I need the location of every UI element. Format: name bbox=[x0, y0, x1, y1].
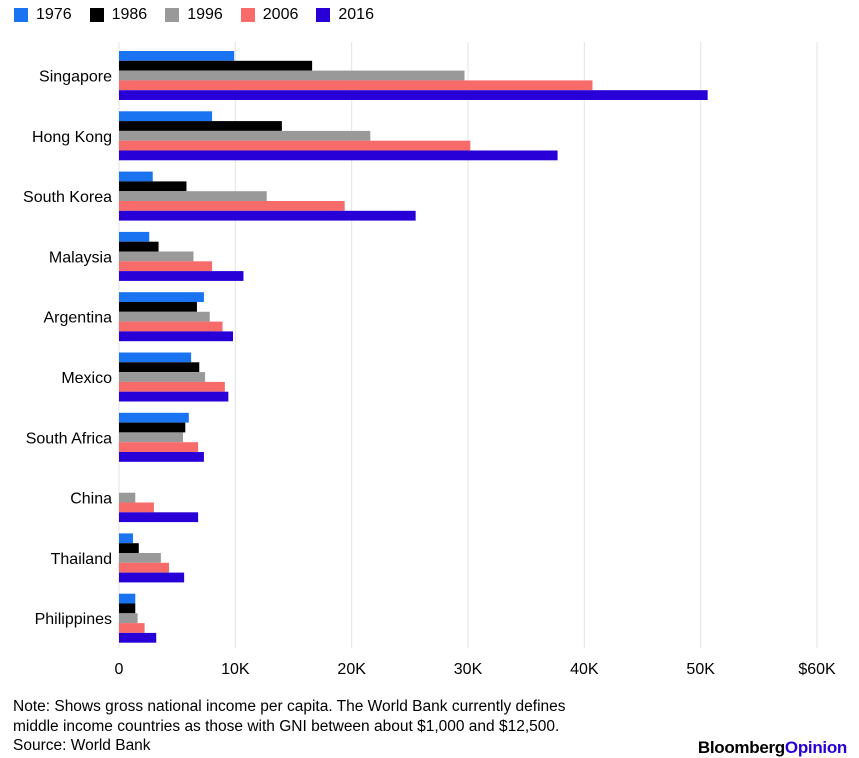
bar-thailand-2016 bbox=[119, 572, 185, 583]
bar-mexico-2006 bbox=[119, 381, 225, 392]
bar-malaysia-1986 bbox=[119, 241, 159, 252]
legend-item: 1996 bbox=[165, 6, 223, 24]
bar-south-korea-2006 bbox=[119, 201, 345, 211]
bar-china-2016 bbox=[119, 512, 199, 523]
bar-singapore-1996 bbox=[119, 70, 465, 81]
legend-item: 1986 bbox=[89, 6, 148, 24]
bar-singapore-2006 bbox=[119, 80, 593, 91]
category-label: Argentina bbox=[44, 310, 113, 327]
category-label: Malaysia bbox=[49, 249, 112, 266]
bloomberg-opinion-logo: BloombergOpinion bbox=[698, 738, 847, 758]
bar-hong-kong-1976 bbox=[119, 111, 213, 122]
bar-hong-kong-1986 bbox=[119, 121, 282, 131]
x-tick-label: 20K bbox=[337, 661, 366, 678]
legend-swatch bbox=[316, 8, 331, 22]
bar-south-korea-1996 bbox=[119, 191, 267, 201]
x-tick-label: 50K bbox=[686, 661, 715, 678]
bar-philippines-1996 bbox=[119, 613, 138, 624]
bar-argentina-1986 bbox=[119, 302, 197, 312]
bar-hong-kong-2016 bbox=[119, 150, 558, 161]
chart-note: Note: Shows gross national income per ca… bbox=[13, 697, 673, 756]
bar-mexico-1976 bbox=[119, 352, 192, 363]
bar-south-korea-1986 bbox=[119, 181, 187, 192]
bar-mexico-2016 bbox=[119, 391, 229, 402]
note-line-2: middle income countries as those with GN… bbox=[13, 717, 560, 735]
bar-south-korea-1976 bbox=[119, 171, 153, 182]
legend-label: 2016 bbox=[338, 6, 374, 23]
logo-bloomberg: Bloomberg bbox=[697, 738, 785, 757]
x-tick-label: 30K bbox=[454, 661, 483, 678]
legend-label: 2006 bbox=[262, 6, 299, 23]
bar-mexico-1996 bbox=[119, 372, 206, 382]
bar-south-africa-1976 bbox=[119, 412, 189, 423]
bar-singapore-2016 bbox=[119, 90, 708, 100]
bar-thailand-1976 bbox=[119, 533, 133, 544]
bar-argentina-2006 bbox=[119, 321, 223, 332]
bar-philippines-2006 bbox=[119, 623, 145, 633]
bar-hong-kong-1996 bbox=[119, 130, 371, 141]
x-tick-label: $60K bbox=[798, 661, 836, 678]
bar-china-2006 bbox=[119, 502, 154, 513]
x-tick-label: 10K bbox=[221, 661, 250, 678]
bar-hong-kong-2006 bbox=[119, 140, 471, 151]
logo-opinion: Opinion bbox=[784, 738, 847, 757]
legend-label: 1976 bbox=[36, 6, 72, 23]
category-label: Thailand bbox=[51, 551, 112, 568]
legend-swatch bbox=[165, 8, 180, 22]
bar-south-africa-1986 bbox=[119, 422, 186, 433]
bar-thailand-1996 bbox=[119, 553, 161, 563]
x-tick-label: 0 bbox=[115, 661, 124, 678]
note-line-1: Note: Shows gross national income per ca… bbox=[13, 698, 566, 715]
bar-south-korea-2016 bbox=[119, 210, 416, 221]
bar-china-1996 bbox=[119, 492, 136, 503]
legend-swatch bbox=[14, 8, 28, 22]
source-line: Source: World Bank bbox=[13, 737, 151, 754]
legend-item: 1976 bbox=[14, 6, 72, 24]
bar-south-africa-2006 bbox=[119, 442, 199, 452]
legend-label: 1986 bbox=[111, 6, 148, 23]
category-label: Singapore bbox=[39, 69, 112, 86]
bar-argentina-2016 bbox=[119, 331, 234, 342]
bar-south-africa-1996 bbox=[119, 432, 183, 443]
bar-argentina-1976 bbox=[119, 292, 204, 302]
category-label: South Africa bbox=[26, 430, 112, 447]
legend-item: 2016 bbox=[316, 6, 374, 24]
bar-malaysia-1976 bbox=[119, 231, 150, 242]
category-label: Mexico bbox=[61, 370, 112, 387]
bar-philippines-2016 bbox=[119, 632, 157, 643]
bar-argentina-1996 bbox=[119, 311, 210, 322]
x-tick-label: 40K bbox=[570, 661, 599, 678]
bar-mexico-1986 bbox=[119, 362, 200, 373]
legend-swatch bbox=[89, 8, 104, 22]
category-label: Hong Kong bbox=[32, 129, 112, 146]
bar-philippines-1986 bbox=[119, 603, 136, 614]
bar-thailand-2006 bbox=[119, 562, 170, 573]
category-label: South Korea bbox=[23, 189, 112, 206]
category-label: Philippines bbox=[35, 611, 112, 628]
bar-singapore-1976 bbox=[119, 51, 235, 61]
legend-item: 2006 bbox=[240, 6, 299, 24]
bar-thailand-1986 bbox=[119, 543, 139, 553]
chart-legend: 1976 1986 1996 2006 2016 bbox=[14, 4, 392, 26]
bar-south-africa-2016 bbox=[119, 452, 204, 462]
legend-swatch bbox=[240, 8, 255, 22]
bar-chart: Singapore Hong Kong South Korea Malaysia Arg… bbox=[23, 42, 836, 678]
category-label: China bbox=[70, 491, 112, 508]
bar-malaysia-2016 bbox=[119, 271, 244, 281]
legend-label: 1996 bbox=[187, 6, 223, 23]
bar-malaysia-2006 bbox=[119, 261, 213, 272]
bar-philippines-1976 bbox=[119, 593, 136, 604]
bar-malaysia-1996 bbox=[119, 251, 194, 262]
bar-singapore-1986 bbox=[119, 60, 313, 71]
